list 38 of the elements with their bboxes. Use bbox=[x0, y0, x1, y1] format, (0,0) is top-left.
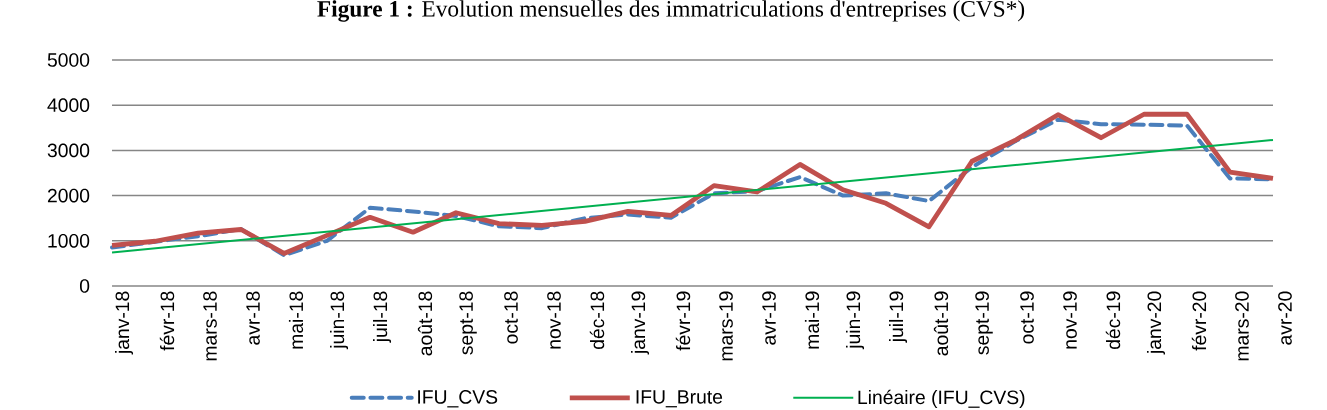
x-tick-label: déc-19 bbox=[1105, 291, 1121, 349]
x-tick-label: mars-20 bbox=[1235, 291, 1249, 361]
x-tick-label: janv-18 bbox=[115, 291, 134, 355]
x-tick-label: janv-20 bbox=[1146, 291, 1166, 355]
x-tick-label: déc-18 bbox=[589, 291, 605, 349]
x-tick-label: févr-20 bbox=[1191, 291, 1207, 351]
x-tick-label: mars-19 bbox=[719, 291, 733, 361]
x-tick-label: nov-19 bbox=[1063, 291, 1077, 349]
x-tick-label: août-18 bbox=[417, 291, 433, 356]
y-tick-label: 1000 bbox=[48, 233, 90, 248]
legend-label: IFU_Brute bbox=[636, 390, 723, 408]
x-tick-label: avr-18 bbox=[246, 291, 260, 345]
y-tick-label: 0 bbox=[79, 279, 90, 293]
x-tick-label: sept-19 bbox=[975, 291, 993, 355]
x-tick-label: oct-19 bbox=[1020, 291, 1034, 344]
x-tick-label: nov-18 bbox=[547, 291, 561, 349]
y-tick-label: 4000 bbox=[47, 98, 90, 113]
x-tick-label: sept-18 bbox=[459, 291, 477, 355]
x-tick-label: juin-18 bbox=[330, 291, 349, 350]
x-tick-label: juin-19 bbox=[845, 291, 865, 350]
x-tick-label: févr-19 bbox=[675, 291, 691, 351]
x-tick-label: févr-18 bbox=[159, 291, 175, 351]
x-tick-label: août-19 bbox=[933, 291, 949, 356]
x-tick-label: juil-19 bbox=[888, 291, 908, 343]
y-tick-label: 3000 bbox=[47, 143, 90, 158]
x-tick-label: oct-18 bbox=[504, 291, 518, 344]
y-tick-label: 5000 bbox=[47, 53, 90, 67]
x-tick-label: janv-19 bbox=[631, 291, 650, 355]
x-tick-label: mars-18 bbox=[203, 291, 217, 361]
legend-label: Linéaire (IFU_CVS) bbox=[858, 389, 1025, 408]
chart-title: Figure 1 : Evolution mensuelles des immatriculations d'entreprises (CVS*) bbox=[317, 0, 1025, 22]
x-tick-label: avr-20 bbox=[1278, 291, 1292, 345]
x-tick-label: mai-18 bbox=[288, 291, 304, 349]
x-tick-label: mai-19 bbox=[804, 291, 820, 349]
x-tick-label: juil-18 bbox=[373, 291, 392, 343]
x-tick-label: avr-19 bbox=[762, 291, 776, 345]
y-tick-label: 2000 bbox=[47, 188, 90, 203]
legend-label: IFU_CVS bbox=[418, 390, 498, 408]
